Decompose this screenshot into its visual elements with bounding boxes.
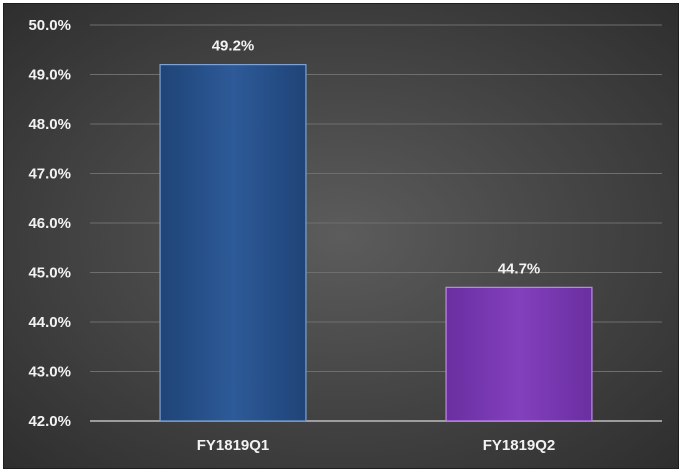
y-tick-label: 48.0%	[28, 116, 71, 133]
y-tick-label: 47.0%	[28, 166, 71, 183]
data-label: 44.7%	[498, 260, 541, 277]
y-axis: 42.0% 43.0% 44.0% 45.0% 46.0% 47.0% 48.0% 49.0%…	[28, 17, 71, 430]
bar	[445, 286, 593, 422]
x-axis: FY1819Q1 FY1819Q2	[197, 437, 556, 454]
y-tick-label: 45.0%	[28, 265, 71, 282]
y-tick-label: 43.0%	[28, 364, 71, 381]
x-tick-label: FY1819Q2	[483, 437, 556, 454]
bar	[159, 63, 307, 422]
y-tick-label: 44.0%	[28, 314, 71, 331]
y-tick-label: 46.0%	[28, 215, 71, 232]
y-tick-label: 49.0%	[28, 67, 71, 84]
data-labels: 49.2% 44.7%	[212, 38, 541, 278]
y-tick-label: 42.0%	[28, 413, 71, 430]
y-tick-label: 50.0%	[28, 17, 71, 34]
data-label: 49.2%	[212, 38, 255, 55]
x-tick-label: FY1819Q1	[197, 437, 270, 454]
bars	[159, 63, 593, 422]
